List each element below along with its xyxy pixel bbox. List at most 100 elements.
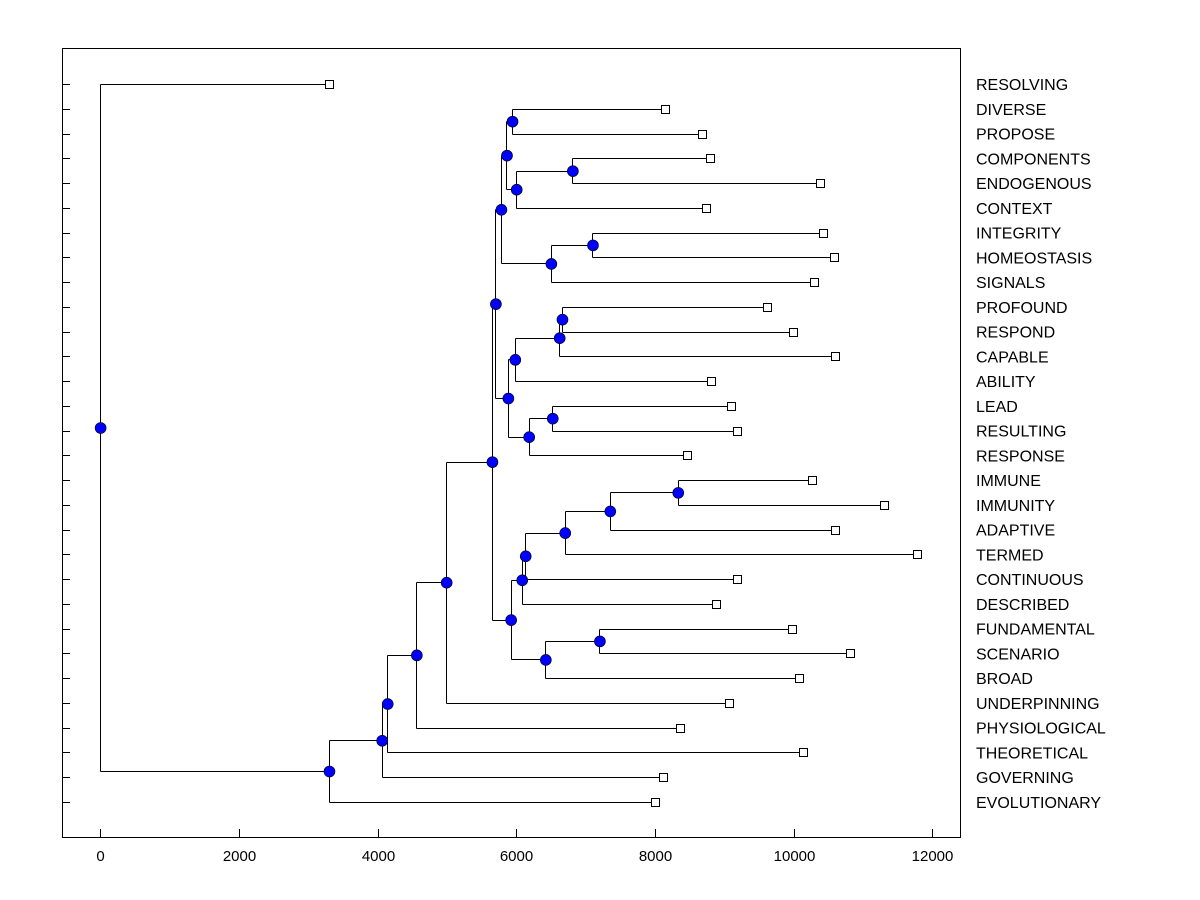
merge-node — [594, 635, 606, 648]
merge-node — [411, 649, 423, 662]
merge-node — [545, 258, 558, 270]
merge-node — [490, 298, 502, 310]
leaf-marker — [846, 649, 855, 658]
leaf-label: UNDERPINNING — [976, 696, 1100, 713]
leaf-label: CAPABLE — [976, 349, 1049, 366]
x-tick-label: 10000 — [774, 848, 816, 865]
leaf-marker — [727, 402, 736, 411]
leaf-label: DIVERSE — [976, 102, 1046, 119]
leaf-markers — [325, 80, 922, 807]
leaf-marker — [676, 724, 685, 733]
x-tick-label: 6000 — [500, 848, 533, 865]
merge-node — [567, 165, 579, 177]
x-tick-label: 0 — [96, 848, 104, 865]
leaf-marker — [702, 204, 711, 213]
leaf-marker — [819, 229, 828, 238]
leaf-marker — [799, 748, 808, 757]
merge-node — [540, 654, 552, 666]
leaf-marker — [683, 451, 692, 460]
leaf-label: ENDOGENOUS — [976, 176, 1092, 193]
leaf-marker — [707, 377, 716, 386]
leaf-label: RESULTING — [976, 424, 1066, 441]
leaf-label: RESPONSE — [976, 448, 1065, 465]
merge-node — [505, 614, 517, 626]
leaf-marker — [661, 105, 670, 114]
x-axis: 0 2000 4000 6000 8000 10000 12000 — [96, 829, 953, 865]
leaf-marker — [789, 328, 798, 337]
leaf-marker — [712, 600, 721, 609]
leaf-label: ADAPTIVE — [976, 523, 1055, 540]
y-ticks — [62, 84, 70, 803]
leaf-marker — [325, 80, 334, 89]
leaf-label: IMMUNITY — [976, 498, 1055, 515]
leaf-label: EVOLUTIONARY — [976, 795, 1101, 812]
leaf-label: DESCRIBED — [976, 597, 1069, 614]
merge-node — [323, 765, 336, 778]
leaf-label: PROFOUND — [976, 300, 1068, 317]
merge-node — [506, 115, 519, 128]
merge-node — [519, 550, 532, 563]
leaf-marker — [830, 253, 839, 262]
leaf-label: ABILITY — [976, 374, 1036, 391]
leaf-marker — [733, 575, 742, 584]
leaf-label: INTEGRITY — [976, 226, 1062, 243]
leaf-label: IMMUNE — [976, 473, 1041, 490]
leaf-marker — [831, 352, 840, 361]
leaf-marker — [810, 278, 819, 287]
leaf-label: COMPONENTS — [976, 151, 1091, 168]
merge-node — [553, 332, 566, 344]
leaf-label: PROPOSE — [976, 127, 1055, 144]
leaf-marker — [880, 501, 889, 510]
merge-node — [509, 354, 522, 366]
merge-node — [672, 487, 685, 499]
x-tick-label: 4000 — [362, 848, 395, 865]
leaf-marker — [725, 699, 734, 708]
leaf-marker — [816, 179, 825, 188]
merge-node — [516, 574, 529, 587]
leaf-label: TERMED — [976, 547, 1044, 564]
leaf-label: CONTINUOUS — [976, 572, 1084, 589]
leaf-marker — [651, 798, 660, 807]
leaf-label: HOMEOSTASIS — [976, 250, 1092, 267]
x-tick-label: 8000 — [639, 848, 672, 865]
leaf-label: SCENARIO — [976, 646, 1060, 663]
merge-node — [486, 456, 499, 468]
merge-node — [556, 313, 569, 326]
merge-node — [523, 431, 535, 443]
leaf-label: RESOLVING — [976, 77, 1068, 94]
leaf-label: RESPOND — [976, 325, 1055, 342]
leaf-marker — [706, 154, 715, 163]
merge-node — [501, 149, 513, 162]
merge-node — [376, 734, 388, 747]
leaf-label: SIGNALS — [976, 275, 1045, 292]
merge-nodes — [94, 115, 685, 778]
x-tick-label: 2000 — [223, 848, 256, 865]
leaf-marker — [659, 773, 668, 782]
merge-node — [587, 239, 599, 252]
leaf-label: BROAD — [976, 671, 1033, 688]
plot-frame — [62, 48, 961, 838]
merge-node — [559, 527, 572, 539]
x-tick-label: 12000 — [912, 848, 954, 865]
leaf-marker — [763, 303, 772, 312]
merge-node — [510, 183, 523, 196]
merge-node — [381, 698, 394, 710]
leaf-labels: RESOLVING DIVERSE PROPOSE COMPONENTS ENDOGEN… — [976, 77, 1106, 812]
merge-node — [604, 505, 617, 518]
merge-node — [546, 412, 559, 425]
leaf-marker — [733, 427, 742, 436]
leaf-label: THEORETICAL — [976, 745, 1088, 762]
leaf-label: PHYSIOLOGICAL — [976, 721, 1106, 738]
leaf-label: CONTEXT — [976, 201, 1053, 218]
merge-node — [94, 422, 107, 434]
merge-node — [502, 392, 515, 405]
leaf-marker — [795, 674, 804, 683]
leaf-marker — [831, 526, 840, 535]
leaf-marker — [913, 550, 922, 559]
leaf-label: FUNDAMENTAL — [976, 622, 1095, 639]
merge-node — [440, 576, 453, 589]
leaf-marker — [698, 130, 707, 139]
leaf-marker — [808, 476, 817, 485]
